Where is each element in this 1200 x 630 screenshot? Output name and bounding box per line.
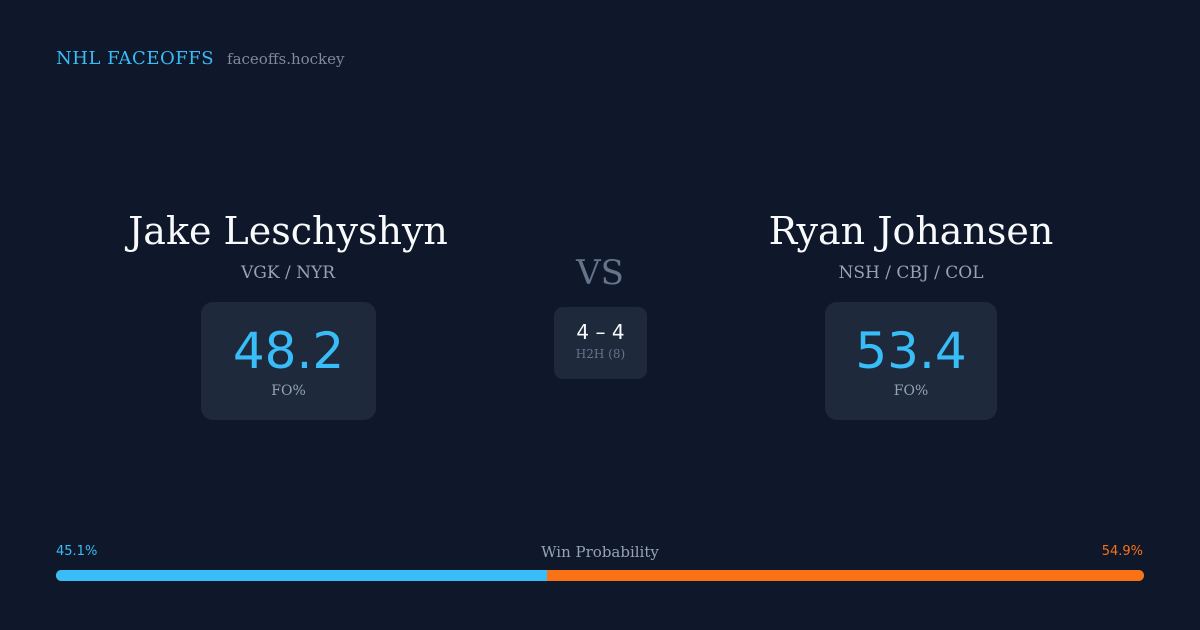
win-probability-bar-right xyxy=(546,570,1144,581)
win-probability-right-label: 54.9% xyxy=(1101,544,1143,559)
brand-header: NHL FACEOFFS faceoffs.hockey xyxy=(56,48,345,69)
player-right: Ryan Johansen NSH / CBJ / COL xyxy=(711,206,1111,283)
win-probability-title: Win Probability xyxy=(541,543,659,561)
player-left-stat-label: FO% xyxy=(271,383,306,399)
win-probability-left-label: 45.1% xyxy=(56,544,98,559)
brand-domain: faceoffs.hockey xyxy=(227,50,345,68)
vs-label: VS xyxy=(576,253,624,293)
player-right-teams: NSH / CBJ / COL xyxy=(838,263,984,283)
brand-name: NHL FACEOFFS xyxy=(56,48,215,69)
player-right-stat-label: FO% xyxy=(893,383,929,399)
player-left-name: Jake Leschyshyn xyxy=(128,209,448,253)
player-right-stat-value: 53.4 xyxy=(855,322,967,380)
player-right-name: Ryan Johansen xyxy=(768,209,1054,253)
h2h-card: 4 – 4 H2H (8) xyxy=(554,307,647,379)
player-left-stat-card: 48.2 FO% xyxy=(201,302,376,420)
h2h-score: 4 – 4 xyxy=(576,320,625,344)
win-probability-bar xyxy=(56,570,1144,581)
player-left-teams: VGK / NYR xyxy=(241,263,335,283)
player-left-stat-value: 48.2 xyxy=(232,322,345,380)
win-probability-bar-left xyxy=(56,570,547,581)
player-left: Jake Leschyshyn VGK / NYR xyxy=(88,206,488,283)
player-right-stat-card: 53.4 FO% xyxy=(825,302,997,420)
h2h-label: H2H (8) xyxy=(575,347,626,361)
